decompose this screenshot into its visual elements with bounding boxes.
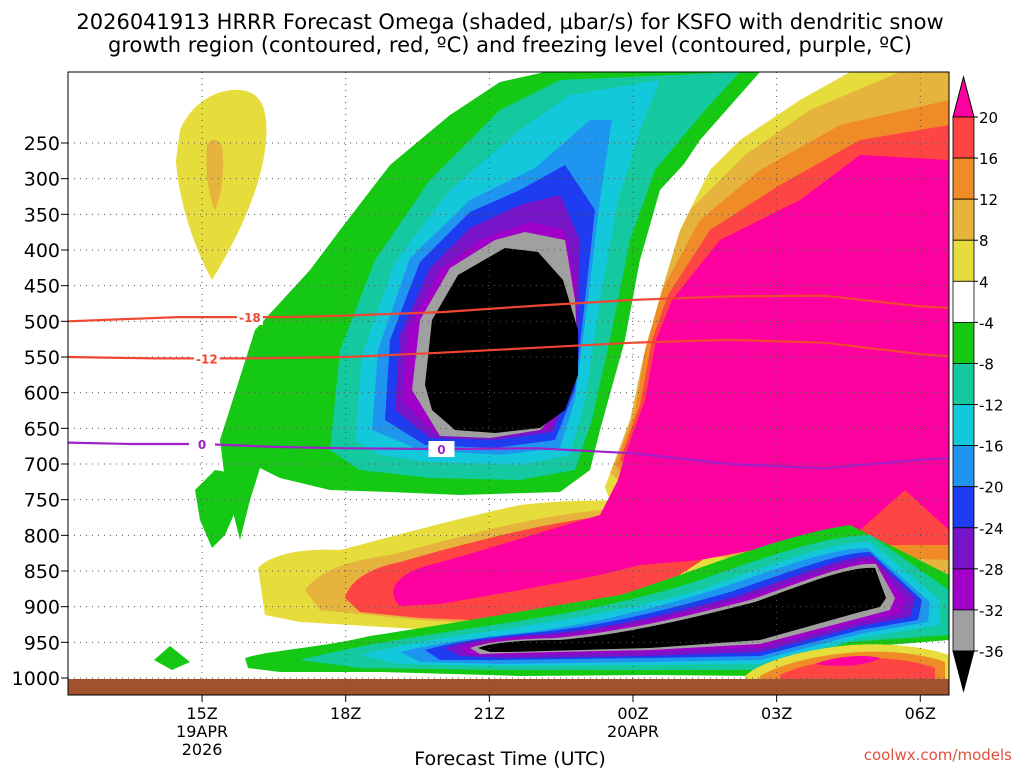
shade-magenta [393,155,949,606]
contour-label-bg [189,436,216,453]
y-tick-label: 900 [24,597,60,619]
y-tick-label: 850 [24,561,60,583]
colorbar-swatch [952,486,975,529]
title-line1: 2026041913 HRRR Forecast Omega (shaded, … [76,10,943,34]
colorbar-bottom-arrow [952,650,975,693]
y-tick-label: 950 [24,632,60,654]
shade-bottom-right-magenta [815,656,880,666]
x-tick-date: 20APR [607,722,659,741]
shade-upper-blob-orange [206,139,224,210]
y-tick-label: 600 [24,383,60,405]
colorbar-swatch [952,239,975,282]
x-tick-label: 21Z [474,704,505,723]
contour-labels: -18 -12 0 0 [189,309,455,458]
contour-label-bg [236,309,263,326]
contour-label: -12 [196,352,218,366]
y-tick-label: 550 [24,347,60,369]
x-tick-label: 00Z [617,704,648,723]
contour-label-bg [428,441,455,458]
colorbar: 20 16 12 8 4 -4 -8 -12 -16 -20 -24 -28 -32 -36 [952,75,1004,693]
x-tick-label: 18Z [330,704,361,723]
colorbar-label: 16 [979,150,998,168]
colorbar-label: 12 [979,191,998,209]
colorbar-label: -28 [979,561,1004,579]
colorbar-swatch [952,363,975,405]
colorbar-swatch [952,404,975,447]
colorbar-label: -4 [979,314,994,332]
colorbar-label: -24 [979,520,1004,538]
contour-label: -18 [239,311,261,325]
contour-label: 0 [198,438,206,452]
colorbar-label: 20 [979,109,998,127]
y-tick-label: 650 [24,418,60,440]
x-axis-label: Forecast Time (UTC) [414,748,605,768]
x-tick-year: 2026 [182,740,223,759]
x-tick-date: 19APR [176,722,228,741]
x-tick-label: 06Z [905,704,936,723]
y-tick-label: 750 [24,490,60,512]
colorbar-swatch [952,609,975,652]
y-tick-label: 500 [24,311,60,333]
colorbar-swatch [952,445,975,488]
y-tick-label: 350 [24,204,60,226]
shade-small-green [154,646,190,670]
title: 2026041913 HRRR Forecast Omega (shaded, … [76,10,943,57]
shade-core-black [425,248,578,433]
omega-shading [68,72,949,695]
shade-white-gap [590,72,800,500]
x-tick-label: 03Z [761,704,792,723]
ground-below-surface [68,679,949,695]
y-tick-label: 1000 [12,668,60,690]
colorbar-swatch [952,527,975,570]
y-tick-label: 250 [24,133,60,155]
colorbar-swatch [952,198,975,241]
y-tick-label: 300 [24,169,60,191]
y-tick-label: 700 [24,454,60,476]
colorbar-label: -36 [979,643,1004,661]
colorbar-label: -16 [979,438,1004,456]
contour-label-bg [193,350,220,367]
y-axis: 250 300 350 400 450 500 550 600 650 700 750 800 850 9… [12,133,68,690]
plot-frame [67,71,950,696]
y-tick-label: 400 [24,240,60,262]
colorbar-label: -20 [979,479,1004,497]
title-line2: growth region (contoured, red, ºC) and f… [108,33,912,57]
credit-text: coolwx.com/models [864,746,1012,764]
y-tick-label: 800 [24,525,60,547]
colorbar-swatch [952,321,975,364]
colorbar-label: 8 [979,232,989,250]
colorbar-swatch [952,116,975,159]
contour-dgz-top [68,294,949,323]
shade-low-core-black [478,567,886,652]
colorbar-swatch [952,280,975,323]
x-tick-label: 15Z [186,704,217,723]
colorbar-swatch [952,157,975,200]
colorbar-label: 4 [979,273,989,291]
shade-green-tail [195,470,245,548]
y-tick-label: 450 [24,276,60,298]
colorbar-swatch [952,568,975,611]
colorbar-label: -8 [979,355,994,373]
colorbar-top-arrow [952,75,975,118]
contour-label: 0 [437,443,445,457]
colorbar-label: -12 [979,397,1004,415]
colorbar-label: -32 [979,602,1004,620]
